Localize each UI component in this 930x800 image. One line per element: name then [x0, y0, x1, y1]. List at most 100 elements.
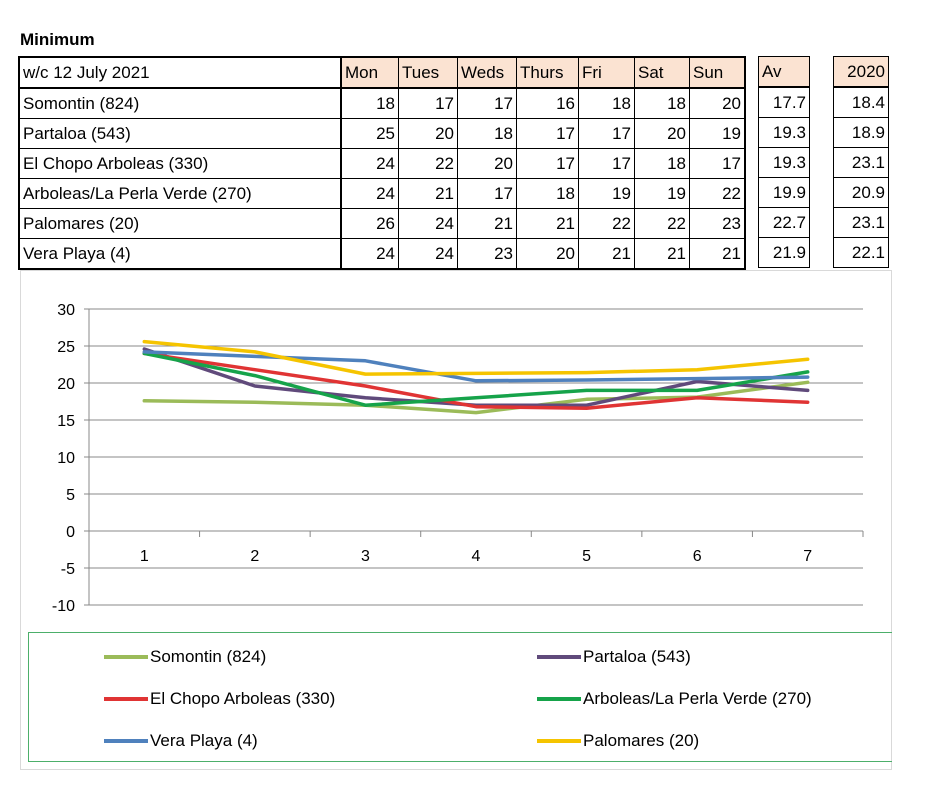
average-cell: 19.9 [758, 177, 810, 208]
temperature-cell: 19 [634, 178, 690, 209]
y-tick-label: -5 [61, 561, 75, 578]
temperature-cell: 17 [398, 87, 458, 119]
temperature-cell: 21 [457, 208, 517, 239]
legend-item: Arboleas/La Perla Verde (270) [537, 689, 812, 709]
temperature-cell: 22 [578, 208, 635, 239]
temperature-cell: 21 [634, 238, 690, 270]
day-header: Sun [689, 56, 746, 89]
day-header: Thurs [516, 56, 579, 89]
table-row: Vera Playa (4) 24 24 23 20 21 21 21 [18, 238, 746, 270]
legend-label: Partaloa (543) [583, 647, 691, 666]
legend-swatch [104, 655, 148, 659]
average-cell: 22.7 [758, 207, 810, 238]
chart-legend: Somontin (824) Partaloa (543) El Chopo Arb… [28, 632, 892, 762]
legend-item: Vera Playa (4) [104, 731, 258, 751]
legend-swatch [537, 739, 581, 743]
temperature-cell: 25 [340, 118, 399, 149]
table-row: Partaloa (543) 25 20 18 17 17 20 19 [18, 118, 746, 149]
legend-label: El Chopo Arboleas (330) [150, 689, 336, 708]
x-tick-label: 2 [250, 548, 259, 565]
temperature-cell: 21 [398, 178, 458, 209]
temperature-cell: 19 [578, 178, 635, 209]
x-tick-label: 4 [472, 548, 481, 565]
temperature-cell: 26 [340, 208, 399, 239]
temperature-cell: 20 [457, 148, 517, 179]
temperature-cell: 24 [398, 238, 458, 270]
average-cell: 19.3 [758, 117, 810, 148]
temperature-cell: 17 [457, 87, 517, 119]
temperature-cell: 22 [689, 178, 746, 209]
temperature-cell: 18 [634, 87, 690, 119]
temperature-cell: 17 [578, 148, 635, 179]
previous-year-table: 2020 18.4 18.9 23.1 20.9 23.1 22.1 [833, 56, 889, 268]
previous-year-cell: 23.1 [833, 207, 889, 238]
station-name: Somontin (824) [18, 87, 342, 119]
legend-item: El Chopo Arboleas (330) [104, 689, 335, 709]
average-cell: 17.7 [758, 86, 810, 118]
y-tick-label: 30 [57, 302, 75, 319]
temperature-cell: 16 [516, 87, 579, 119]
week-label: w/c 12 July 2021 [18, 56, 342, 89]
y-tick-label: 5 [66, 487, 75, 504]
legend-swatch [537, 655, 581, 659]
station-name: Palomares (20) [18, 208, 342, 239]
y-tick-label: -10 [52, 598, 75, 615]
day-header: Tues [398, 56, 458, 89]
temperature-cell: 19 [689, 118, 746, 149]
x-tick-label: 3 [361, 548, 370, 565]
temperature-cell: 22 [398, 148, 458, 179]
station-name: Vera Playa (4) [18, 238, 342, 270]
day-header: Fri [578, 56, 635, 89]
temperature-cell: 17 [516, 118, 579, 149]
day-header: Mon [340, 56, 399, 89]
previous-year-cell: 23.1 [833, 147, 889, 178]
temperature-cell: 24 [398, 208, 458, 239]
station-name: Arboleas/La Perla Verde (270) [18, 178, 342, 209]
y-tick-label: 20 [57, 376, 75, 393]
table-header-row: w/c 12 July 2021 Mon Tues Weds Thurs Fri… [18, 56, 746, 89]
average-table: Av 17.7 19.3 19.3 19.9 22.7 21.9 [758, 56, 810, 268]
page-title: Minimum [20, 30, 95, 49]
temperature-cell: 20 [689, 87, 746, 119]
previous-year-cell: 22.1 [833, 237, 889, 268]
temperature-cell: 20 [398, 118, 458, 149]
temperature-cell: 24 [340, 238, 399, 270]
temperature-cell: 22 [634, 208, 690, 239]
temperature-cell: 18 [578, 87, 635, 119]
temperature-cell: 21 [689, 238, 746, 270]
temperature-cell: 18 [516, 178, 579, 209]
table-row: Somontin (824) 18 17 17 16 18 18 20 [18, 87, 746, 119]
day-header: Weds [457, 56, 517, 89]
temperature-cell: 20 [634, 118, 690, 149]
temperature-cell: 17 [578, 118, 635, 149]
temperature-cell: 23 [457, 238, 517, 270]
station-name: El Chopo Arboleas (330) [18, 148, 342, 179]
series-line-el-chopo-arboleas-330 [142, 351, 810, 410]
av-header: Av [758, 56, 810, 88]
temperature-cell: 24 [340, 178, 399, 209]
temperature-cell: 17 [457, 178, 517, 209]
temperature-cell: 20 [516, 238, 579, 270]
legend-label: Palomares (20) [583, 731, 700, 750]
temperature-cell: 21 [516, 208, 579, 239]
temperature-cell: 18 [457, 118, 517, 149]
temperature-cell: 23 [689, 208, 746, 239]
temperature-table: w/c 12 July 2021 Mon Tues Weds Thurs Fri… [18, 56, 746, 270]
temperature-cell: 24 [340, 148, 399, 179]
temperature-cell: 18 [634, 148, 690, 179]
station-name: Partaloa (543) [18, 118, 342, 149]
y-tick-label: 10 [57, 450, 75, 467]
table-row: El Chopo Arboleas (330) 24 22 20 17 17 18 17 [18, 148, 746, 179]
day-header: Sat [634, 56, 690, 89]
legend-item: Palomares (20) [537, 731, 699, 751]
previous-year-cell: 18.4 [833, 86, 889, 118]
y-tick-label: 15 [57, 413, 75, 430]
x-tick-label: 5 [582, 548, 591, 565]
legend-item: Partaloa (543) [537, 647, 691, 667]
temperature-cell: 18 [340, 87, 399, 119]
previous-year-cell: 20.9 [833, 177, 889, 208]
y-tick-label: 0 [66, 524, 75, 541]
series-line-arboleas-la-perla-verde-270 [142, 351, 810, 407]
table-row: Arboleas/La Perla Verde (270) 24 21 17 18 19 1… [18, 178, 746, 209]
temperature-cell: 17 [516, 148, 579, 179]
